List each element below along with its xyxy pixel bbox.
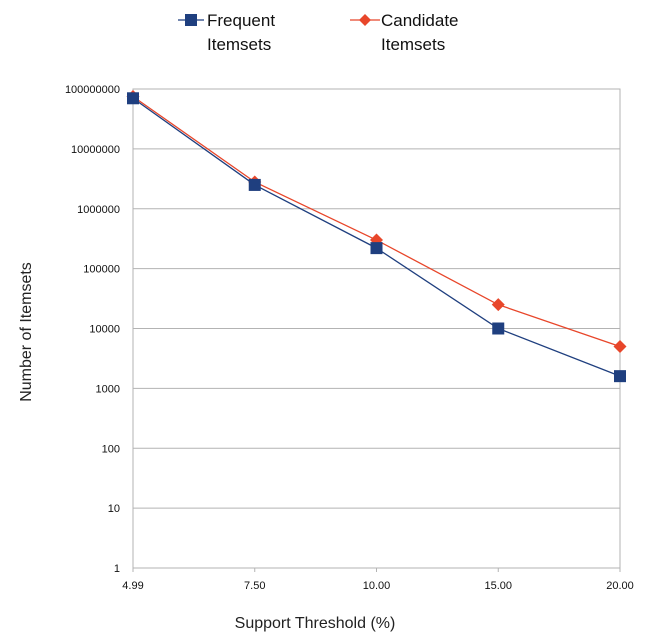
x-tick-label: 10.00 xyxy=(363,580,391,592)
plot-series xyxy=(126,89,627,383)
series-line-candidate xyxy=(132,95,621,348)
y-tick-label: 100 xyxy=(102,443,120,455)
x-tick-labels: 4.99 7.50 10.00 15.00 20.00 xyxy=(122,580,633,592)
data-point-frequent xyxy=(127,92,139,105)
y-tick-labels: 1 10 100 1000 10000 100000 1000000 10000000 1000… xyxy=(65,84,120,575)
data-point-candidate xyxy=(613,340,627,354)
x-tick-label: 4.99 xyxy=(122,580,143,592)
x-tick-label: 20.00 xyxy=(606,580,634,592)
legend-label-frequent-line1: Frequent xyxy=(207,11,275,30)
y-tick-label: 10 xyxy=(108,503,120,515)
x-tick-label: 15.00 xyxy=(484,580,512,592)
y-tick-label: 1000 xyxy=(96,383,120,395)
legend: Frequent Itemsets Candidate Itemsets xyxy=(178,11,459,54)
y-tick-label: 100000000 xyxy=(65,84,120,96)
y-axis-title: Number of Itemsets xyxy=(18,262,35,402)
data-point-frequent xyxy=(370,242,383,255)
y-tick-label: 1 xyxy=(114,563,120,575)
data-point-candidate xyxy=(491,298,505,312)
legend-item-frequent: Frequent Itemsets xyxy=(178,11,275,54)
data-point-frequent xyxy=(248,178,261,191)
y-tick-label: 100000 xyxy=(83,264,120,276)
x-axis-title: Support Threshold (%) xyxy=(235,615,396,632)
legend-marker-candidate xyxy=(359,14,371,26)
legend-label-frequent-line2: Itemsets xyxy=(207,35,271,54)
y-tick-label: 10000 xyxy=(89,324,120,336)
legend-item-candidate: Candidate Itemsets xyxy=(350,11,459,54)
grid xyxy=(132,88,621,572)
data-point-frequent xyxy=(614,370,626,383)
legend-marker-frequent xyxy=(185,14,197,26)
data-point-frequent xyxy=(492,322,505,335)
y-tick-label: 1000000 xyxy=(77,204,120,216)
y-tick-label: 10000000 xyxy=(71,144,120,156)
legend-label-candidate-line2: Itemsets xyxy=(381,35,445,54)
legend-label-candidate-line1: Candidate xyxy=(381,11,459,30)
x-tick-label: 7.50 xyxy=(244,580,265,592)
